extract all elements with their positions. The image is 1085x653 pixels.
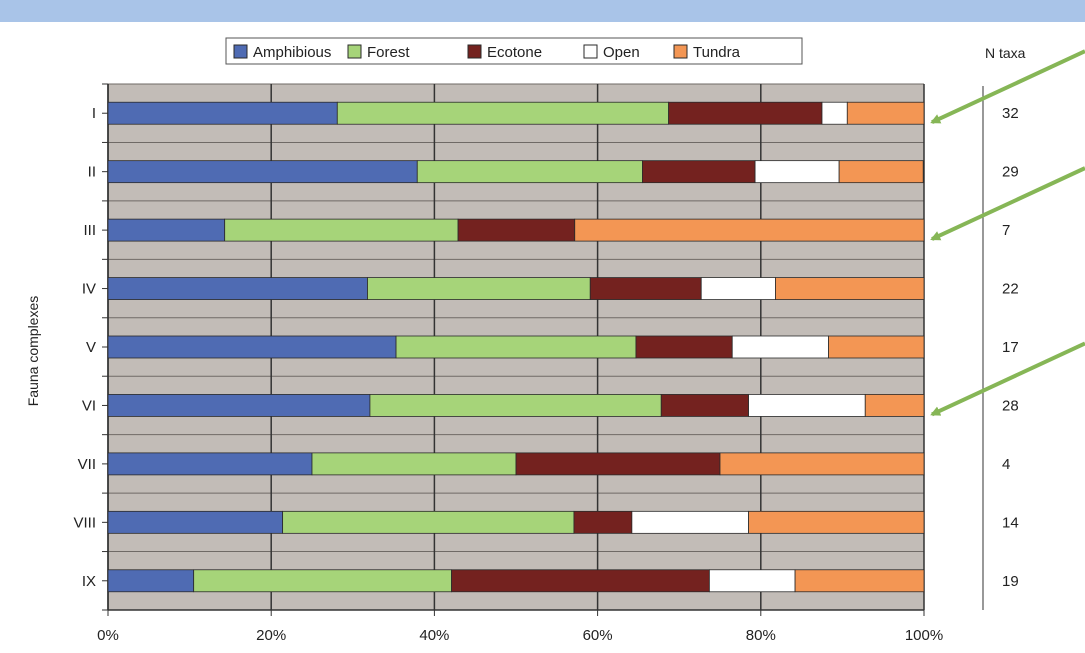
bar-series-group [107,101,925,593]
n-taxa-header: N taxa [985,45,1026,61]
y-tick-label: VI [82,397,96,414]
y-tick-label: IV [82,281,96,298]
y-tick-label: VII [78,456,96,473]
n-taxa-value: 17 [1002,339,1019,356]
x-tick-label: 80% [746,627,776,644]
bar-segment-amphibious-i [107,101,338,125]
y-tick-label: VIII [73,514,96,531]
n-taxa-value: 19 [1002,573,1019,590]
x-tick-label: 40% [419,627,449,644]
bar-segment-amphibious-viii [107,510,284,534]
n-taxa-column: N taxa 32 29 7 22 17 28 4 14 19 [982,45,1026,610]
legend-swatch-ecotone [467,44,482,59]
bar-segment-amphibious-vi [107,394,371,417]
bar-segment-ecotone-v [635,335,733,359]
bar-segment-ecotone-iii [457,218,576,242]
y-tick-label: I [92,105,96,122]
legend-swatch-tundra [673,44,688,59]
annotation-arrows [930,49,1085,417]
bar-segment-ecotone-ix [451,569,710,593]
x-tick-label: 60% [583,627,613,644]
x-tick-label: 20% [256,627,286,644]
legend-swatch-open [583,44,598,59]
n-taxa-value: 28 [1002,397,1019,414]
bar-segment-amphibious-v [107,335,397,359]
bar-segment-forest-iii [224,218,459,242]
bar-segment-amphibious-iii [107,218,226,242]
bar-segment-tundra-vii [719,452,925,476]
bar-segment-ecotone-vi [660,394,749,417]
bar-segment-ecotone-iv [589,277,702,300]
n-taxa-value: 22 [1002,281,1019,298]
bar-segment-ecotone-viii [573,510,633,534]
bar-segment-forest-vi [369,394,662,417]
bar-segment-forest-iv [367,277,591,300]
n-taxa-value: 14 [1002,514,1019,531]
bar-segment-open-i [821,101,848,125]
legend-label-open: Open [603,44,640,61]
bar-segment-amphibious-ix [107,569,195,593]
bar-segment-forest-vii [311,452,517,476]
legend-label-forest: Forest [367,44,410,61]
legend-label-tundra: Tundra [693,44,741,61]
bar-segment-open-v [731,335,829,359]
bar-segment-open-viii [631,510,749,534]
annotation-arrow-iii [930,166,1085,241]
bar-segment-ecotone-ii [642,160,756,184]
bar-segment-open-ii [754,160,840,184]
x-axis-tick-labels: 0% 20% 40% 60% 80% 100% [97,627,943,644]
annotation-arrow-i [930,49,1085,125]
legend: Amphibious Forest Ecotone Open Tundra [225,37,803,65]
y-tick-label: V [86,339,96,356]
slide-header-band [0,0,1085,22]
bar-segment-ecotone-vii [515,452,721,476]
x-tick-label: 100% [905,627,943,644]
bar-segment-tundra-v [828,335,925,359]
legend-label-ecotone: Ecotone [487,44,542,61]
bar-segment-forest-ii [416,160,643,184]
y-tick-label: III [83,222,96,239]
legend-label-amphibious: Amphibious [253,44,331,61]
y-axis-label: Fauna complexes [25,296,41,407]
bar-segment-open-ix [708,569,796,593]
bar-segment-tundra-vi [864,394,925,417]
annotation-arrow-vi [930,341,1085,417]
n-taxa-value: 4 [1002,456,1010,473]
bar-segment-forest-viii [282,510,575,534]
y-tick-label: IX [82,573,96,590]
x-tick-label: 0% [97,627,119,644]
bar-segment-amphibious-vii [107,452,313,476]
bar-segment-forest-ix [193,569,452,593]
bar-segment-ecotone-i [668,101,823,125]
bar-segment-open-iv [700,277,776,300]
bar-segment-open-vi [748,394,866,417]
bar-segment-tundra-ii [838,160,924,184]
legend-swatch-amphibious [233,44,248,59]
n-taxa-value: 7 [1002,222,1010,239]
legend-box [225,37,803,65]
bar-segment-tundra-iv [775,277,925,300]
bar-segment-amphibious-iv [107,277,368,300]
y-tick-label: II [88,164,96,181]
bar-segment-forest-v [395,335,637,359]
bar-segment-forest-i [336,101,669,125]
bar-segment-tundra-ix [794,569,925,593]
legend-swatch-forest [347,44,362,59]
bar-segment-tundra-viii [748,510,925,534]
n-taxa-value: 32 [1002,105,1019,122]
bar-segment-tundra-iii [574,218,925,242]
n-taxa-value: 29 [1002,164,1019,181]
bar-segment-amphibious-ii [107,160,418,184]
bar-segment-tundra-i [846,101,925,125]
